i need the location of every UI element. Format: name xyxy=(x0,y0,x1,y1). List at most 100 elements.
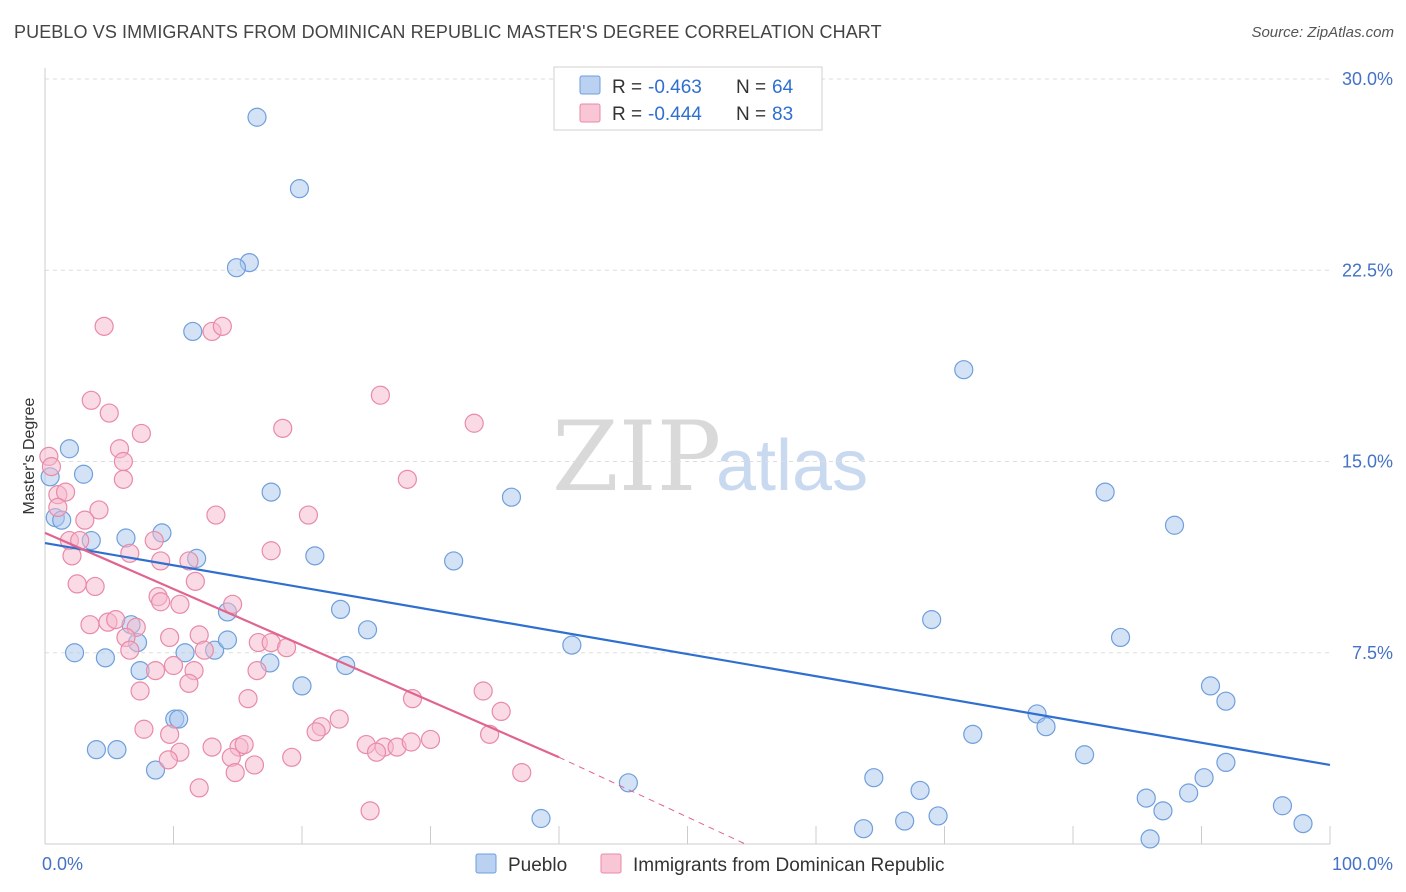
pueblo-point-62 xyxy=(1293,813,1313,834)
pueblo-point-37 xyxy=(292,676,312,696)
dominican-trend-extension xyxy=(558,756,746,845)
series-dominican-points xyxy=(39,316,532,821)
pueblo-point-54 xyxy=(1136,788,1156,808)
dominican-point-6 xyxy=(464,413,484,433)
pueblo-point-20 xyxy=(444,551,464,571)
legend-r-value-dominican: -0.444 xyxy=(648,104,702,125)
dominican-point-42 xyxy=(160,627,180,648)
y-tick-label-3: 30.0% xyxy=(1342,69,1393,89)
dominican-point-71 xyxy=(366,742,387,762)
dominican-point-7 xyxy=(273,418,293,438)
pueblo-point-39 xyxy=(169,709,189,729)
pueblo-point-56 xyxy=(531,808,551,829)
dominican-point-80 xyxy=(512,762,532,783)
pueblo-point-55 xyxy=(1179,783,1199,803)
bottom-legend-label-dominican: Immigrants from Dominican Republic xyxy=(633,855,945,876)
dominican-point-26 xyxy=(261,541,281,561)
dominican-point-30 xyxy=(185,571,205,591)
pueblo-point-11 xyxy=(1095,482,1115,502)
dominican-point-73 xyxy=(401,732,421,752)
pueblo-point-51 xyxy=(910,780,930,801)
dominican-point-34 xyxy=(151,592,171,612)
pueblo-point-23 xyxy=(357,620,378,640)
pueblo-point-27 xyxy=(95,648,115,668)
dominican-point-47 xyxy=(120,640,140,660)
pueblo-point-63 xyxy=(1140,829,1160,849)
pueblo-point-9 xyxy=(261,482,281,502)
dominican-trend-line xyxy=(44,531,560,759)
legend-n-label-pueblo: N = xyxy=(736,77,766,98)
correlation-legend: R = -0.463 N = 64 R = -0.444 N = 83 xyxy=(553,66,823,131)
dominican-point-31 xyxy=(67,574,87,594)
pueblo-point-57 xyxy=(853,819,874,839)
dominican-point-0 xyxy=(94,316,114,336)
dominican-point-3 xyxy=(370,385,390,405)
pueblo-point-48 xyxy=(1216,691,1236,711)
dominican-point-74 xyxy=(420,729,441,750)
dominican-point-64 xyxy=(202,737,222,757)
y-tick-label-1: 15.0% xyxy=(1342,452,1393,472)
dominican-point-10 xyxy=(41,457,62,477)
dominican-point-8 xyxy=(131,423,151,444)
pueblo-point-10 xyxy=(501,487,522,507)
pueblo-point-5 xyxy=(954,360,974,380)
pueblo-point-1 xyxy=(289,179,310,199)
dominican-point-76 xyxy=(282,747,302,767)
pueblo-trend-line xyxy=(44,542,1331,767)
legend-swatch-pueblo xyxy=(579,75,601,95)
pueblo-point-43 xyxy=(963,724,983,744)
pueblo-point-45 xyxy=(1036,717,1056,737)
dominican-point-24 xyxy=(144,530,164,551)
dominican-point-4 xyxy=(81,390,101,410)
dominican-point-61 xyxy=(306,722,326,742)
legend-n-label-dominican: N = xyxy=(736,104,766,125)
dominican-point-58 xyxy=(491,701,511,722)
dominican-point-82 xyxy=(360,801,380,821)
pueblo-point-47 xyxy=(1200,676,1221,696)
pueblo-point-18 xyxy=(305,546,325,566)
dominican-point-59 xyxy=(329,709,349,729)
dominican-point-62 xyxy=(134,719,154,739)
bottom-legend-swatch-pueblo xyxy=(475,853,497,874)
watermark-zip: ZIP xyxy=(552,401,721,513)
trend-lines xyxy=(44,531,1331,845)
gridlines xyxy=(45,78,1330,654)
pueblo-point-32 xyxy=(175,643,195,663)
dominican-point-55 xyxy=(473,681,493,701)
dominican-point-52 xyxy=(247,660,267,681)
chart-title: PUEBLO VS IMMIGRANTS FROM DOMINICAN REPU… xyxy=(14,22,882,42)
legend-r-label-dominican: R = xyxy=(612,104,642,125)
dominican-point-15 xyxy=(55,482,76,502)
pueblo-point-52 xyxy=(1194,768,1214,788)
dominican-point-18 xyxy=(89,500,109,520)
dominican-point-48 xyxy=(194,640,214,660)
pueblo-point-4 xyxy=(183,321,203,342)
dominican-point-54 xyxy=(130,681,150,701)
dominican-point-81 xyxy=(189,778,209,798)
dominican-point-20 xyxy=(298,505,319,525)
dominican-point-66 xyxy=(158,750,178,770)
legend-swatch-dominican xyxy=(579,103,601,123)
y-axis-label: Master's Degree xyxy=(21,397,38,514)
pueblo-point-53 xyxy=(1216,752,1236,773)
dominican-point-78 xyxy=(244,755,265,775)
watermark: ZIP atlas xyxy=(552,401,868,513)
pueblo-point-25 xyxy=(1110,627,1131,648)
pueblo-point-31 xyxy=(217,630,238,650)
pueblo-point-6 xyxy=(59,439,80,459)
dominican-point-56 xyxy=(238,689,258,709)
dominican-point-39 xyxy=(106,609,126,630)
pueblo-point-7 xyxy=(73,464,94,484)
pueblo-point-24 xyxy=(922,609,942,630)
series-legend: Pueblo Immigrants from Dominican Republi… xyxy=(475,853,945,876)
dominican-point-12 xyxy=(113,451,133,472)
source-credit: Source: ZipAtlas.com xyxy=(1251,24,1394,41)
dominican-point-79 xyxy=(225,762,245,783)
pueblo-point-35 xyxy=(562,635,582,655)
dominican-point-53 xyxy=(179,673,199,693)
dominican-point-35 xyxy=(170,594,190,614)
pueblo-point-41 xyxy=(107,740,127,760)
dominican-point-32 xyxy=(85,576,105,597)
y-tick-label-2: 22.5% xyxy=(1342,260,1393,280)
bottom-legend-label-pueblo: Pueblo xyxy=(508,855,567,876)
